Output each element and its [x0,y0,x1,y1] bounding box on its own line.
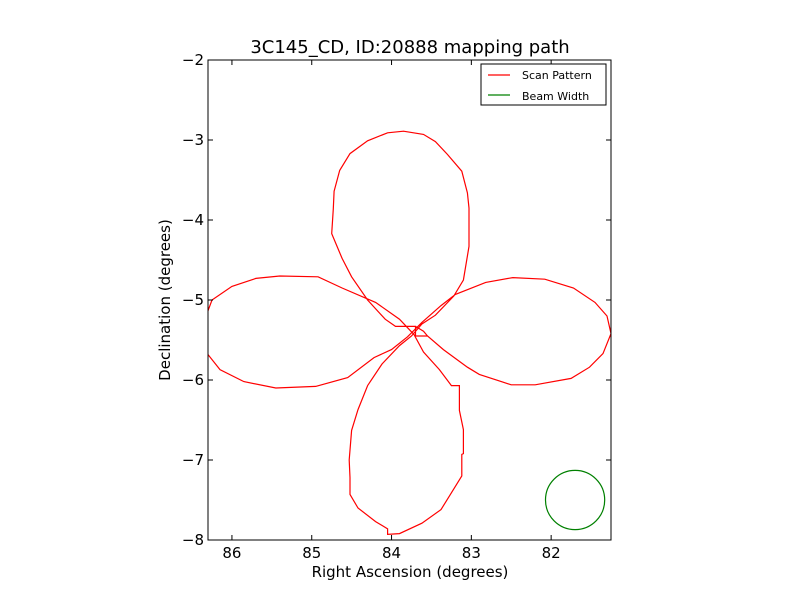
y-axis-label: Declination (degrees) [156,219,174,381]
legend-label-beam-width: Beam Width [522,90,589,103]
legend-box [480,63,607,106]
x-tick-label: 82 [542,544,561,562]
legend: Scan Pattern Beam Width [480,63,607,106]
x-tick-label: 86 [222,544,241,562]
chart-title: 3C145_CD, ID:20888 mapping path [250,37,569,58]
y-tick-label: −6 [182,371,204,389]
series-layer [208,130,611,536]
x-axis-label: Right Ascension (degrees) [312,563,509,581]
x-tick-label: 84 [382,544,401,562]
y-tick-label: −2 [182,51,204,69]
y-tick-label: −8 [182,531,204,549]
axis-ticks: 86 85 84 83 82 −2 −3 −4 −5 −6 −7 −8 [182,51,611,562]
legend-label-scan-pattern: Scan Pattern [522,69,592,82]
scan-pattern-line [208,130,611,536]
y-tick-label: −7 [182,451,204,469]
y-tick-label: −4 [182,211,204,229]
y-tick-label: −3 [182,131,204,149]
x-tick-label: 83 [462,544,481,562]
beam-width-circle [544,469,606,531]
x-tick-label: 85 [302,544,321,562]
y-tick-label: −5 [182,291,204,309]
